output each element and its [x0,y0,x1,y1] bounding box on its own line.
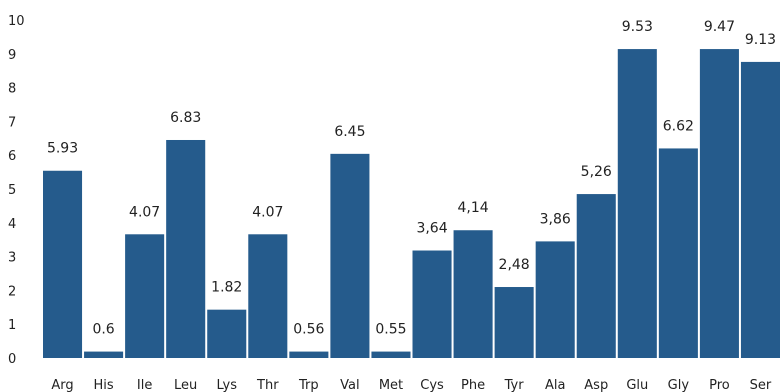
bar-thr [248,234,288,358]
data-labels: 5.93 0.6 4.07 6.83 1.82 4.07 0.56 6.45 0.55 3,64 4… [47,19,776,338]
x-tick-label: Pro [709,378,730,392]
x-tick-label: Glu [626,378,648,392]
data-label: 3,64 [416,221,447,237]
x-tick-label: Tyr [504,378,525,392]
data-label: 0.55 [375,322,406,338]
bar-phe [453,230,493,358]
y-tick-label: 9 [8,48,16,63]
data-label: 0.6 [92,322,114,338]
data-label: 1.82 [211,280,242,296]
bar-trp [289,351,329,358]
bar-lys [207,309,247,358]
bar-glu [617,49,657,359]
data-label: 3,86 [540,211,571,227]
x-tick-label: Thr [256,378,279,392]
bar-ile [125,234,165,358]
data-label: 4.07 [252,204,283,220]
data-label: 4.07 [129,204,160,220]
y-tick-label: 1 [8,318,16,333]
data-label: 9.47 [704,19,735,35]
y-tick-label: 7 [8,115,16,130]
bar-cys [412,250,452,358]
x-tick-label: Met [379,378,403,392]
y-tick-label: 4 [8,217,16,232]
y-tick-label: 0 [8,352,16,367]
y-tick-label: 8 [8,82,16,97]
y-axis: 0 1 2 3 4 5 6 7 8 9 10 [8,14,25,367]
y-tick-label: 3 [8,251,16,266]
data-label: 9.53 [622,19,653,35]
bar-arg [43,170,83,358]
bar-tyr [494,287,534,358]
data-label: 2,48 [499,257,530,273]
x-tick-label: Arg [51,378,73,392]
x-tick-label: His [93,378,113,392]
data-label: 9.13 [745,32,776,48]
bar-gly [658,148,698,358]
data-label: 6.45 [334,124,365,140]
x-axis: Arg His Ile Leu Lys Thr Trp Val Met Cys Phe Tyr Ala A… [51,378,772,392]
bar-his [84,351,124,358]
bar-val [330,153,370,358]
y-tick-label: 5 [8,183,16,198]
data-label: 6.83 [170,110,201,126]
data-label: 4,14 [457,200,488,216]
bar-asp [576,194,616,358]
bar-ala [535,241,575,358]
x-tick-label: Trp [298,378,319,392]
bar-leu [166,139,206,358]
x-tick-label: Phe [461,378,485,392]
data-label: 5.93 [47,141,78,157]
x-tick-label: Asp [584,378,608,392]
x-tick-label: Val [340,378,359,392]
x-tick-label: Leu [174,378,197,392]
bar-pro [699,49,739,359]
x-tick-label: Ser [750,378,772,392]
bar-met [371,351,411,358]
y-tick-label: 10 [8,14,25,29]
data-label: 0.56 [293,322,324,338]
data-label: 6.62 [663,118,694,134]
x-tick-label: Cys [420,378,444,392]
x-tick-label: Lys [216,378,237,392]
data-label: 5,26 [581,164,612,180]
y-tick-label: 2 [8,284,16,299]
x-tick-label: Gly [668,378,690,392]
y-tick-label: 6 [8,149,16,164]
bars [43,49,780,359]
x-tick-label: Ile [137,378,152,392]
x-tick-label: Ala [545,378,565,392]
bar-ser [740,61,780,359]
